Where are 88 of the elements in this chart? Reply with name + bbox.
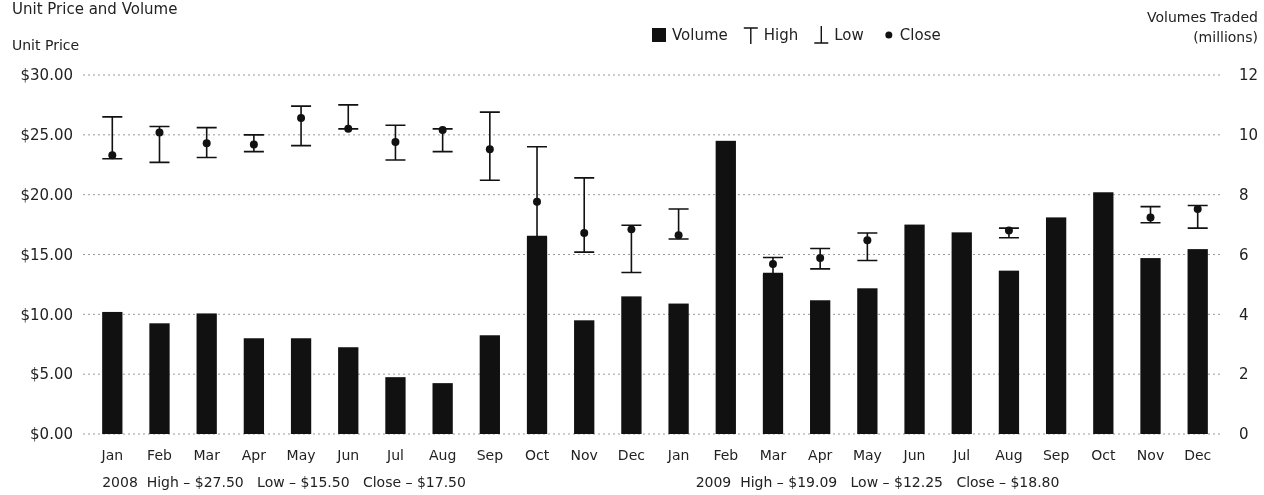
- y-tick-label: $10.00: [20, 305, 73, 324]
- x-tick-label: Mar: [759, 446, 787, 463]
- x-tick-label: Feb: [147, 446, 172, 463]
- text: 2009 High – $19.09 Low – $12.25 Close – $18.80: [695, 474, 1060, 490]
- bar: [479, 335, 500, 434]
- x-tick-label: Jul: [952, 446, 971, 463]
- point: [768, 260, 777, 269]
- x-tick-label: Sep: [476, 446, 504, 463]
- y-tick-label: $15.00: [20, 245, 73, 264]
- text: Low: [834, 26, 864, 44]
- y-axis-title: Unit Price: [12, 37, 80, 53]
- point: [816, 254, 825, 263]
- bar: [951, 232, 972, 434]
- bar: [668, 303, 689, 434]
- bar: [621, 296, 642, 434]
- bar: [857, 288, 878, 434]
- bar: [715, 140, 736, 434]
- point: [1193, 205, 1202, 214]
- x-tick-label: Aug: [995, 446, 1023, 463]
- y-tick-label: $0.00: [30, 425, 73, 444]
- point: [344, 124, 353, 133]
- y-tick-label: $5.00: [30, 365, 73, 384]
- point: [155, 128, 164, 137]
- y2-tick-label: 0: [1239, 425, 1249, 444]
- x-tick-label: Dec: [617, 446, 645, 463]
- bar: [432, 383, 453, 434]
- y2-tick-label: 6: [1239, 245, 1249, 264]
- x-tick-label: Sep: [1042, 446, 1070, 463]
- x-tick-label: Apr: [808, 446, 833, 463]
- point: [249, 140, 258, 149]
- bar: [243, 338, 265, 434]
- bar: [290, 338, 312, 434]
- x-tick-label: Jan: [100, 446, 124, 463]
- bar: [810, 300, 831, 434]
- y2-axis-title: Volumes Traded (millions): [1146, 9, 1258, 45]
- x-tick-label: Feb: [713, 446, 739, 463]
- x-tick-label: Jun: [902, 446, 926, 463]
- point: [108, 151, 117, 160]
- y2-tick-label: 8: [1239, 185, 1249, 204]
- point: [863, 236, 872, 245]
- bar: [1045, 217, 1067, 434]
- point: [202, 139, 211, 148]
- bar: [998, 270, 1020, 434]
- point: [485, 145, 494, 154]
- bar: [196, 313, 217, 434]
- legend-label: Volume: [672, 26, 728, 44]
- x-tick-label: Nov: [1136, 446, 1165, 463]
- legend-label: Close: [899, 26, 941, 44]
- y-tick-label: $25.00: [20, 126, 73, 145]
- chart-title: Unit Price and Volume: [12, 0, 178, 18]
- bar: [102, 311, 123, 434]
- bar: [904, 224, 925, 434]
- y-tick-label: $30.00: [20, 66, 73, 85]
- y2-tick-label: 4: [1239, 305, 1249, 324]
- x-tick-label: May: [286, 446, 316, 463]
- bar: [1187, 249, 1208, 434]
- x-tick-label: Jan: [666, 446, 690, 463]
- point: [1146, 213, 1155, 222]
- y2-tick-label: 10: [1239, 126, 1259, 145]
- point: [1004, 226, 1013, 235]
- x-tick-label: Dec: [1184, 446, 1212, 463]
- x-tick-label: Apr: [241, 446, 267, 463]
- bar: [149, 323, 170, 434]
- x-tick-label: Oct: [524, 446, 550, 463]
- y2-tick-label: 12: [1239, 66, 1259, 85]
- x-tick-label: Aug: [428, 446, 457, 463]
- y2-tick-label: 2: [1239, 365, 1249, 384]
- point: [533, 197, 542, 206]
- x-tick-label: Mar: [193, 446, 221, 463]
- point: [438, 126, 447, 135]
- point: [580, 228, 589, 237]
- x-tick-label: Jun: [336, 446, 360, 463]
- text: High: [763, 26, 799, 44]
- text: 2008 High – $27.50 Low – $15.50 Close – $17.50: [102, 474, 466, 490]
- point: [391, 138, 400, 146]
- bar: [1140, 258, 1161, 434]
- x-tick-label: Oct: [1091, 446, 1116, 463]
- x-tick-label: May: [852, 446, 882, 463]
- x-tick-label: Jul: [386, 446, 404, 463]
- point: [627, 225, 636, 234]
- y-tick-label: $20.00: [20, 185, 73, 204]
- bar: [574, 320, 595, 434]
- bar: [338, 347, 359, 434]
- bar: [385, 377, 406, 434]
- point: [297, 114, 306, 123]
- x-tick-label: Nov: [570, 446, 598, 463]
- bar: [1093, 192, 1114, 434]
- point: [674, 231, 683, 240]
